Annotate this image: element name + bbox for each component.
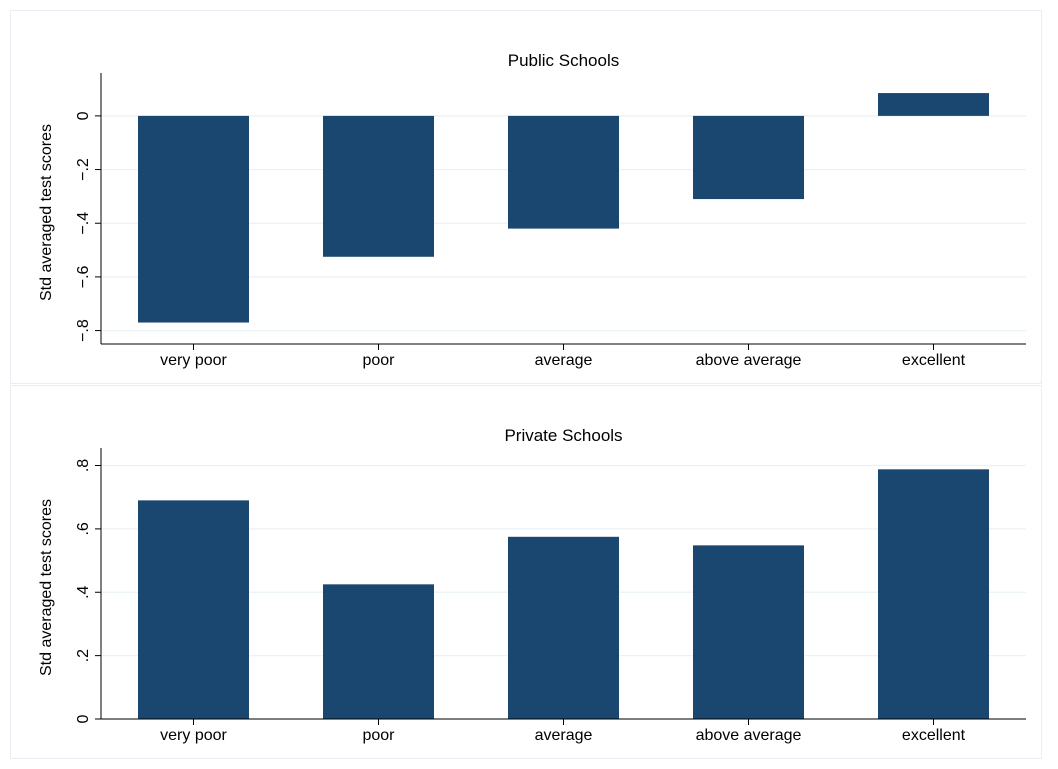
bar-average — [508, 115, 619, 229]
public-schools-chart: Public Schools Std averaged test scores −.… — [38, 51, 1026, 369]
y-tick-label: −.4 — [75, 212, 92, 235]
x-category-label: poor — [362, 727, 395, 744]
chart-title: Public Schools — [508, 51, 620, 70]
bar-average — [508, 536, 619, 719]
bar-very-poor — [138, 115, 249, 323]
public-schools-panel: Public Schools Std averaged test scores −.… — [10, 10, 1042, 384]
private-schools-chart: Private Schools Std averaged test scores 0… — [38, 426, 1026, 744]
bar-poor — [323, 584, 434, 719]
bar-above-average — [693, 115, 804, 200]
y-tick-label: .2 — [75, 649, 92, 662]
bar-very-poor — [138, 500, 249, 719]
private-schools-panel: Private Schools Std averaged test scores 0… — [10, 385, 1042, 759]
y-axis-title: Std averaged test scores — [38, 499, 55, 676]
bar-excellent — [878, 469, 989, 719]
x-category-label: excellent — [902, 727, 966, 744]
chart-title: Private Schools — [504, 426, 622, 445]
x-category-label: very poor — [160, 727, 227, 744]
y-tick-label: 0 — [75, 111, 92, 120]
y-tick-label: −.2 — [75, 158, 92, 181]
x-category-label: poor — [362, 352, 395, 369]
x-category-label: above average — [696, 727, 802, 744]
bar-poor — [323, 115, 434, 257]
y-axis-title: Std averaged test scores — [38, 124, 55, 301]
bar-excellent — [878, 93, 989, 116]
y-tick-label: −.8 — [75, 319, 92, 342]
x-category-label: excellent — [902, 352, 966, 369]
y-tick-label: −.6 — [75, 265, 92, 288]
x-category-label: average — [535, 727, 593, 744]
y-tick-label: .6 — [75, 522, 92, 535]
bar-above-average — [693, 545, 804, 719]
x-category-label: very poor — [160, 352, 227, 369]
y-tick-label: .4 — [75, 585, 92, 598]
y-tick-label: 0 — [75, 714, 92, 723]
x-category-label: above average — [696, 352, 802, 369]
y-tick-label: .8 — [75, 459, 92, 472]
x-category-label: average — [535, 352, 593, 369]
